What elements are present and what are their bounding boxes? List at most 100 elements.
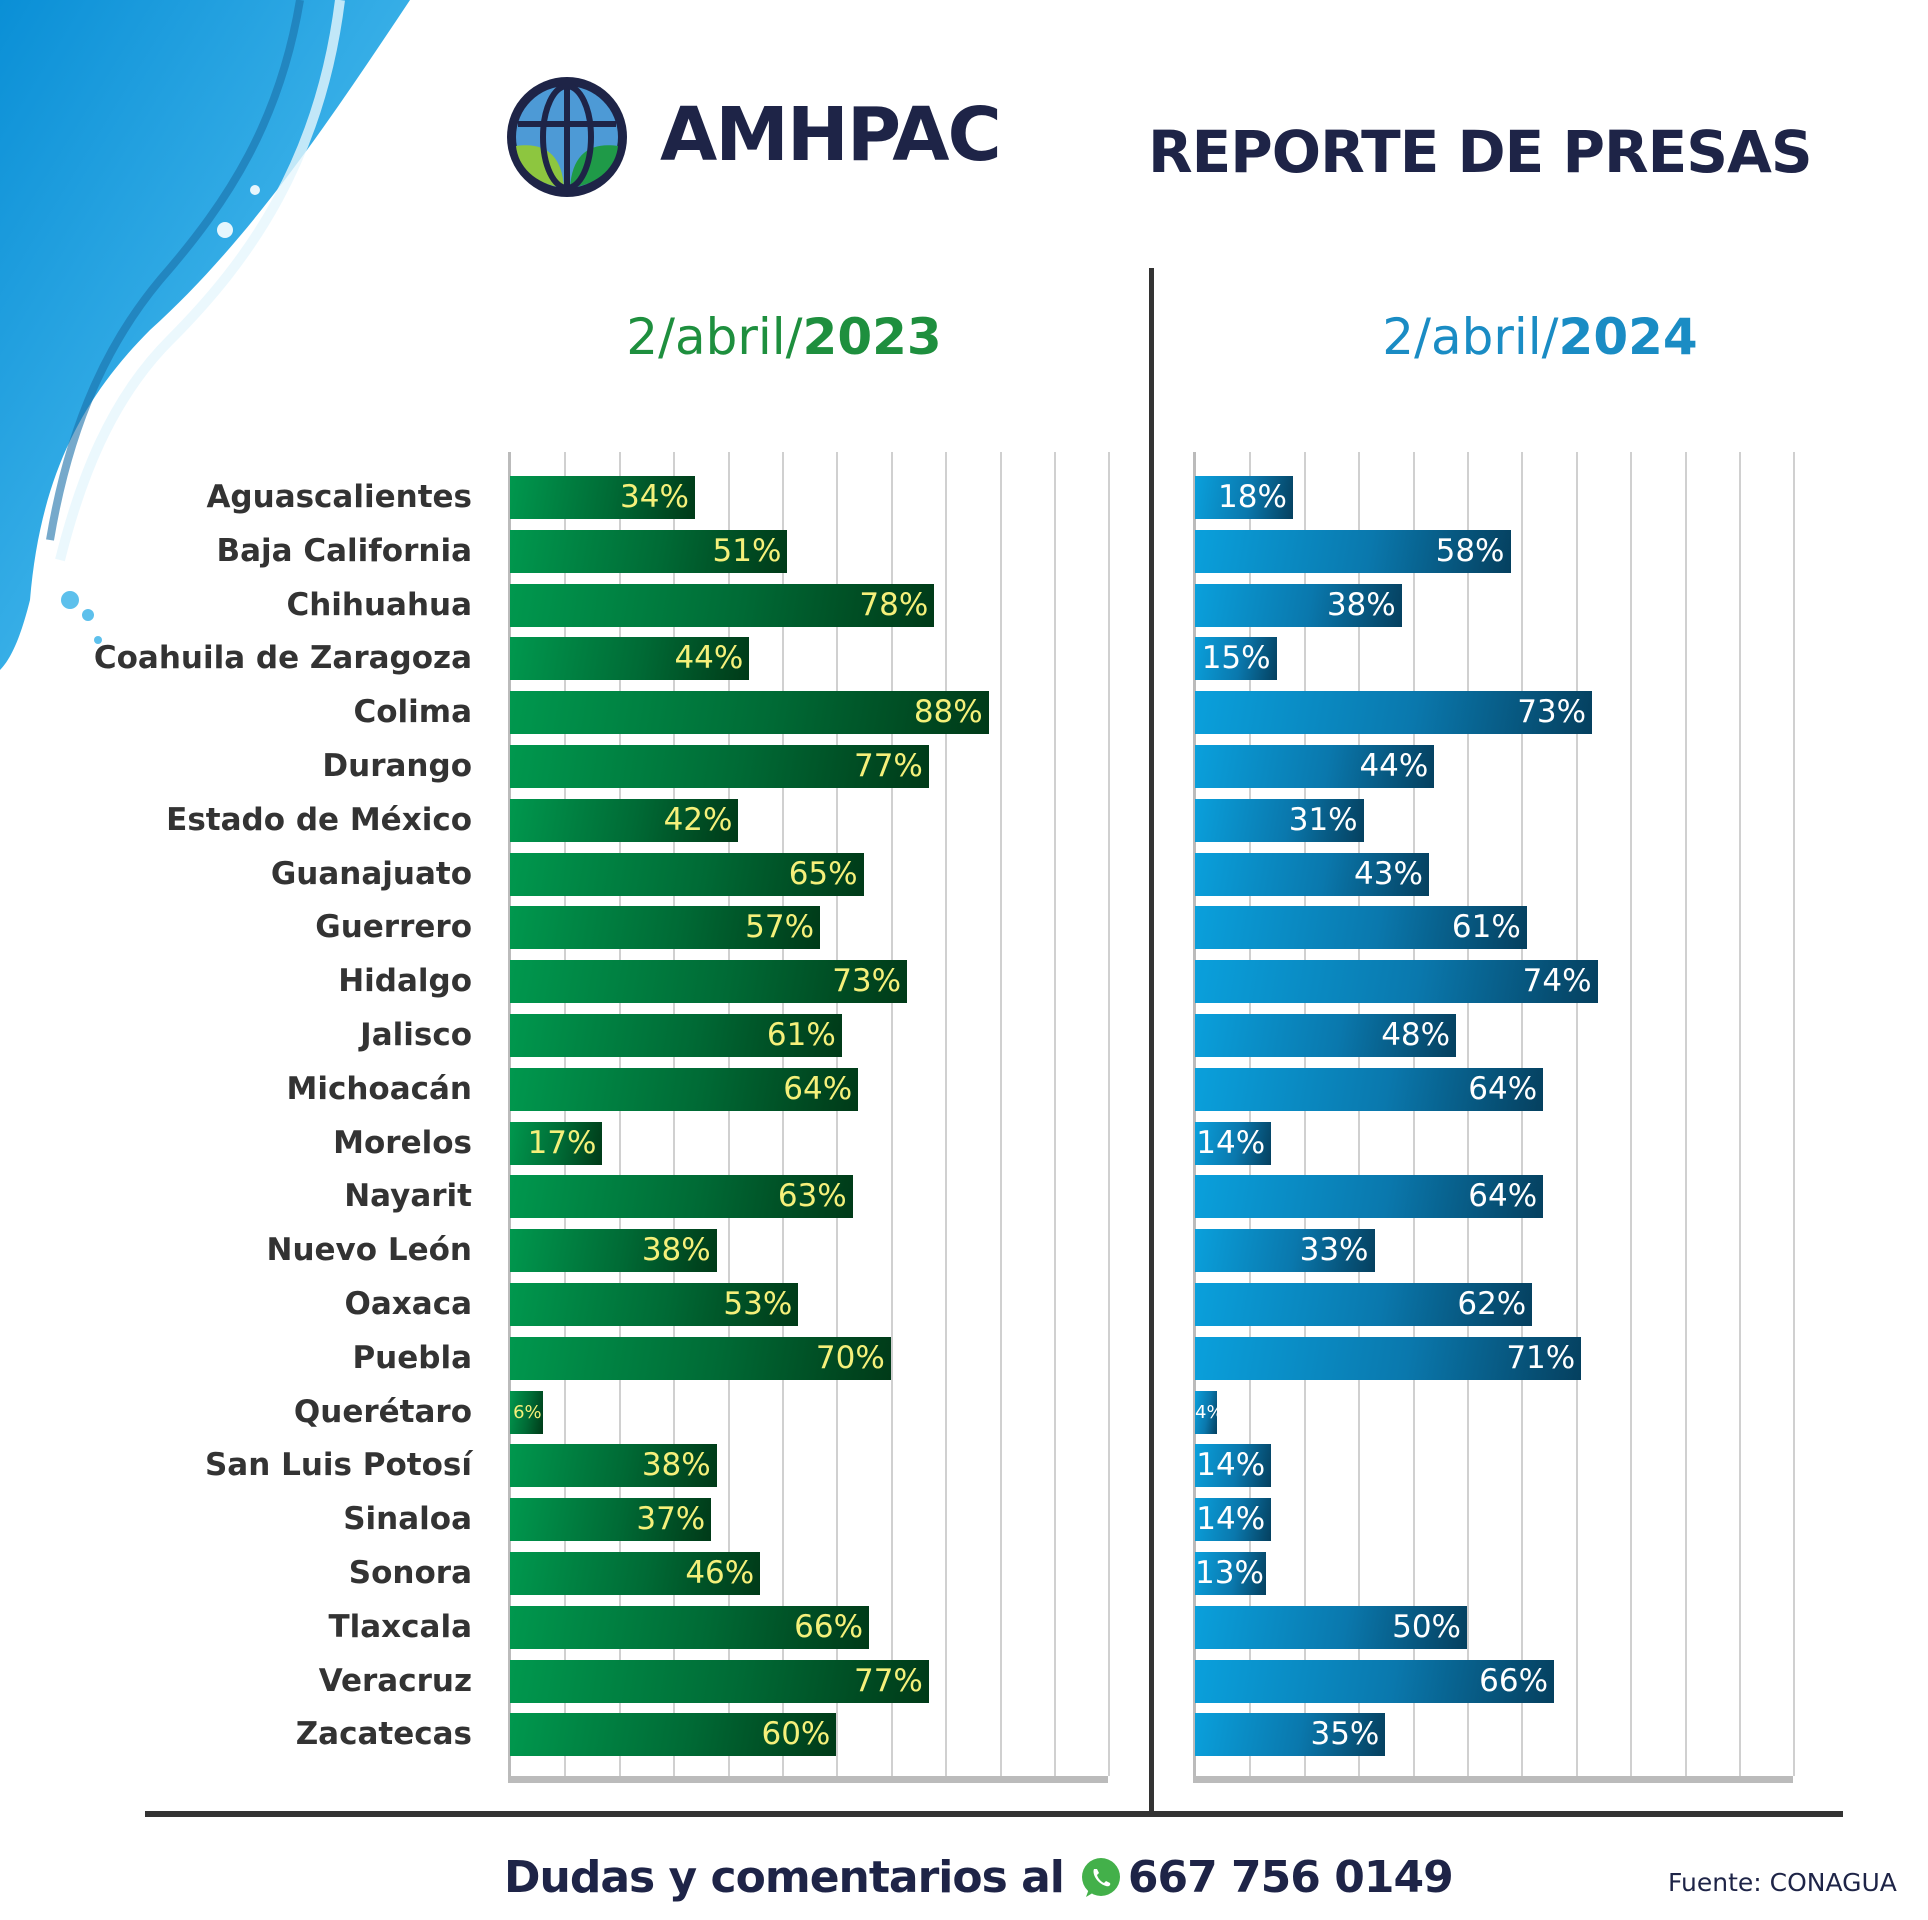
bar: 61%: [1195, 906, 1527, 950]
whatsapp-icon: [1081, 1857, 1120, 1897]
bar: 38%: [510, 1444, 717, 1488]
bar: 65%: [510, 852, 864, 896]
gridline: [1249, 452, 1252, 1776]
gridline: [673, 452, 676, 1776]
bar: 17%: [510, 1121, 603, 1165]
category-label: Puebla: [352, 1339, 472, 1376]
bar: 44%: [510, 637, 750, 681]
category-label: Zacatecas: [295, 1716, 472, 1753]
gridline: [1684, 452, 1687, 1776]
bar: 77%: [510, 1659, 929, 1703]
phone-number[interactable]: 667 756 0149: [1127, 1852, 1454, 1903]
bar: 50%: [1195, 1605, 1467, 1649]
bar: 60%: [510, 1713, 837, 1757]
category-label: Jalisco: [360, 1017, 472, 1053]
bar: 34%: [510, 476, 695, 519]
gridline: [618, 452, 621, 1776]
logo-text: AMHPAC: [660, 92, 1002, 178]
chart-title-2024: 2/abril/2024: [1382, 308, 1697, 366]
bar: 57%: [510, 906, 821, 950]
gridline: [836, 452, 839, 1776]
bar: 73%: [1195, 691, 1593, 735]
bar: 38%: [1195, 583, 1402, 627]
bar: 18%: [1195, 476, 1293, 519]
gridline: [1358, 452, 1361, 1776]
bar: 70%: [510, 1336, 891, 1380]
gridline: [727, 452, 730, 1776]
gridline: [1412, 452, 1415, 1776]
bar: 61%: [510, 1014, 842, 1057]
date-year: 2023: [802, 308, 942, 366]
bar: 74%: [1195, 960, 1598, 1004]
bar: 14%: [1195, 1498, 1272, 1542]
bar: 88%: [510, 691, 989, 735]
chart-title-2023: 2/abril/2023: [626, 308, 941, 366]
bar: 38%: [510, 1229, 717, 1273]
y-axis: [508, 452, 511, 1776]
gridline: [1467, 452, 1469, 1776]
category-label: Coahuila de Zaragoza: [93, 640, 472, 677]
category-label: Aguascalientes: [206, 479, 472, 515]
x-axis: [508, 1776, 1109, 1783]
gridline: [1793, 452, 1796, 1776]
bar: 31%: [1195, 798, 1364, 842]
bar: 71%: [1195, 1336, 1582, 1380]
bar: 35%: [1195, 1713, 1386, 1757]
category-label: Estado de México: [166, 801, 472, 838]
bar: 58%: [1195, 529, 1511, 573]
category-label: Sinaloa: [343, 1501, 472, 1538]
bar: 6%: [510, 1390, 543, 1434]
category-label: Guanajuato: [270, 855, 472, 892]
bar: 66%: [510, 1605, 870, 1649]
x-axis: [1193, 1776, 1794, 1783]
footer-divider: [145, 1811, 1843, 1817]
bar: 53%: [510, 1283, 799, 1326]
bar: 48%: [1195, 1014, 1457, 1057]
gridline: [999, 452, 1002, 1776]
gridline: [945, 452, 948, 1776]
category-label: Chihuahua: [286, 586, 472, 623]
category-label: Durango: [322, 748, 472, 784]
contact-text: Dudas y comentarios al: [504, 1852, 1065, 1903]
y-axis: [1193, 452, 1196, 1776]
gridline: [1630, 452, 1633, 1776]
bar: 64%: [1195, 1067, 1544, 1111]
category-label: Sonora: [348, 1555, 472, 1591]
bar: 44%: [1195, 745, 1435, 788]
category-label: Veracruz: [318, 1662, 472, 1699]
page-title: REPORTE DE PRESAS: [1148, 118, 1813, 186]
bar: 42%: [510, 798, 739, 842]
gridline: [1054, 452, 1056, 1776]
date-prefix: 2/abril/: [1382, 308, 1559, 366]
category-label: Hidalgo: [338, 963, 472, 1000]
bar: 14%: [1195, 1121, 1272, 1165]
gridline: [1108, 452, 1111, 1776]
bar: 77%: [510, 745, 929, 788]
category-label: Baja California: [216, 532, 473, 569]
water-splash-decoration: [0, 0, 410, 670]
category-label: Nayarit: [344, 1178, 472, 1215]
gridline: [564, 452, 567, 1776]
gridline: [1739, 452, 1741, 1776]
bar: 62%: [1195, 1283, 1533, 1326]
bar: 43%: [1195, 852, 1429, 896]
category-label: Oaxaca: [344, 1286, 472, 1322]
date-prefix: 2/abril/: [626, 308, 803, 366]
bar: 64%: [510, 1067, 859, 1111]
category-label: San Luis Potosí: [204, 1447, 472, 1484]
gridline: [1575, 452, 1578, 1776]
category-label: Morelos: [333, 1124, 472, 1161]
category-label: Querétaro: [293, 1393, 472, 1430]
bar: 66%: [1195, 1659, 1555, 1703]
bar: 46%: [510, 1552, 761, 1595]
category-label: Nuevo León: [266, 1232, 472, 1269]
globe-logo-icon: [507, 77, 627, 197]
bar: 37%: [510, 1498, 712, 1542]
bar: 33%: [1195, 1229, 1375, 1273]
category-label: Guerrero: [315, 909, 472, 946]
source-note: Fuente: CONAGUA: [1668, 1868, 1897, 1897]
bar: 14%: [1195, 1444, 1272, 1488]
bar: 51%: [510, 529, 788, 573]
gridline: [890, 452, 893, 1776]
date-year: 2024: [1558, 308, 1698, 366]
